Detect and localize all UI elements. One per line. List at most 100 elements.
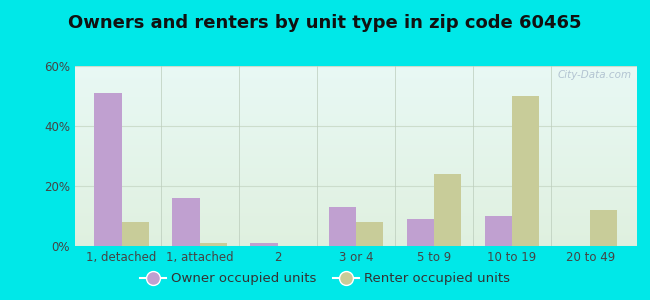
Bar: [75, 146, 637, 147]
Bar: [75, 201, 637, 202]
Bar: [75, 162, 637, 163]
Bar: [75, 243, 637, 244]
Bar: [75, 95, 637, 96]
Bar: [75, 184, 637, 185]
Bar: [75, 75, 637, 76]
Bar: [75, 66, 637, 67]
Bar: [75, 94, 637, 95]
Bar: [75, 179, 637, 180]
Bar: [75, 185, 637, 186]
Bar: [75, 213, 637, 214]
Bar: [75, 181, 637, 182]
Bar: [75, 237, 637, 238]
Bar: [75, 89, 637, 90]
Bar: [75, 98, 637, 99]
Bar: [75, 100, 637, 101]
Bar: [75, 205, 637, 206]
Bar: [75, 78, 637, 79]
Bar: [75, 225, 637, 226]
Bar: [75, 167, 637, 168]
Bar: [75, 72, 637, 73]
Bar: [75, 176, 637, 177]
Bar: [75, 191, 637, 192]
Bar: [75, 203, 637, 204]
Bar: [75, 111, 637, 112]
Text: City-Data.com: City-Data.com: [557, 70, 631, 80]
Bar: [75, 172, 637, 173]
Bar: [75, 180, 637, 181]
Bar: [75, 194, 637, 195]
Bar: [75, 200, 637, 201]
Bar: [75, 229, 637, 230]
Bar: [75, 214, 637, 215]
Bar: [75, 129, 637, 130]
Bar: [122, 222, 149, 246]
Bar: [75, 81, 637, 82]
Bar: [75, 103, 637, 104]
Bar: [75, 220, 637, 221]
Bar: [75, 101, 637, 102]
Bar: [75, 136, 637, 137]
Bar: [75, 82, 637, 83]
Bar: [75, 109, 637, 110]
Bar: [75, 124, 637, 125]
Bar: [94, 93, 122, 246]
Bar: [75, 233, 637, 234]
Bar: [75, 123, 637, 124]
Bar: [75, 219, 637, 220]
Bar: [75, 235, 637, 236]
Bar: [75, 115, 637, 116]
Bar: [512, 96, 540, 246]
Bar: [75, 133, 637, 134]
Bar: [75, 71, 637, 72]
Bar: [75, 240, 637, 241]
Bar: [75, 135, 637, 136]
Bar: [75, 70, 637, 71]
Bar: [75, 209, 637, 210]
Bar: [75, 83, 637, 84]
Bar: [75, 202, 637, 203]
Bar: [75, 139, 637, 140]
Bar: [75, 244, 637, 245]
Bar: [75, 134, 637, 135]
Bar: [75, 67, 637, 68]
Bar: [75, 118, 637, 119]
Bar: [75, 232, 637, 233]
Bar: [75, 126, 637, 127]
Bar: [75, 196, 637, 197]
Bar: [75, 236, 637, 237]
Bar: [485, 216, 512, 246]
Bar: [75, 121, 637, 122]
Bar: [75, 142, 637, 143]
Bar: [75, 80, 637, 81]
Bar: [75, 86, 637, 87]
Bar: [75, 160, 637, 161]
Bar: [75, 77, 637, 78]
Bar: [75, 155, 637, 156]
Bar: [75, 68, 637, 69]
Bar: [75, 242, 637, 243]
Bar: [75, 195, 637, 196]
Bar: [75, 144, 637, 145]
Bar: [75, 106, 637, 107]
Bar: [75, 125, 637, 126]
Bar: [75, 231, 637, 232]
Bar: [75, 152, 637, 153]
Bar: [75, 199, 637, 200]
Bar: [75, 238, 637, 239]
Bar: [75, 187, 637, 188]
Bar: [75, 90, 637, 91]
Bar: [75, 110, 637, 111]
Bar: [75, 197, 637, 198]
Bar: [75, 188, 637, 189]
Bar: [75, 117, 637, 118]
Bar: [356, 222, 384, 246]
Bar: [75, 128, 637, 129]
Bar: [75, 208, 637, 209]
Bar: [75, 85, 637, 86]
Bar: [75, 84, 637, 85]
Bar: [75, 92, 637, 93]
Bar: [75, 147, 637, 148]
Bar: [75, 161, 637, 162]
Bar: [75, 168, 637, 169]
